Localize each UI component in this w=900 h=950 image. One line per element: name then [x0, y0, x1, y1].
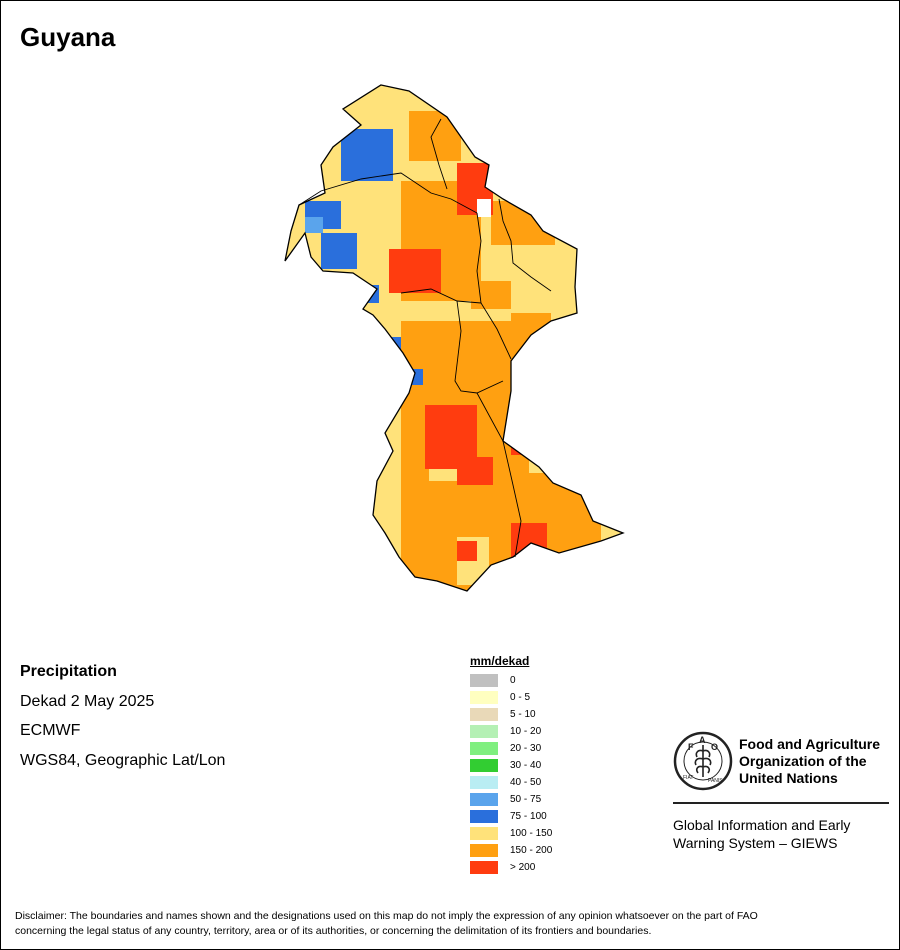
grid-south-over-200-e [457, 541, 477, 561]
legend-row-2: 5 - 10 [470, 706, 552, 723]
region-borders [298, 118, 552, 558]
disclaimer-line1: Disclaimer: The boundaries and names sho… [15, 910, 758, 922]
svg-text:A: A [699, 735, 706, 745]
map-info: Precipitation Dekad 2 May 2025 ECMWF WGS… [20, 657, 225, 775]
map-title: Guyana [20, 22, 116, 52]
legend-row-1: 0 - 5 [470, 689, 552, 706]
legend-label: 20 - 30 [510, 743, 542, 754]
region-border-g [476, 392, 522, 558]
svg-text:F: F [688, 742, 694, 752]
grid-west-50-75 [305, 217, 323, 233]
precipitation-grid [285, 85, 623, 591]
giews-name: Global Information and Early Warning Sys… [673, 816, 889, 852]
legend-row-11: > 200 [470, 859, 552, 876]
grid-east2-150-200 [471, 281, 511, 309]
legend-row-7: 50 - 75 [470, 791, 552, 808]
legend-row-10: 150 - 200 [470, 842, 552, 859]
legend-label: 150 - 200 [510, 845, 553, 856]
legend-row-8: 75 - 100 [470, 808, 552, 825]
legend-title: mm/dekad [470, 654, 530, 668]
svg-text:PANIS: PANIS [708, 778, 723, 784]
logo-divider [673, 802, 889, 804]
legend-label: 5 - 10 [510, 709, 536, 720]
fao-emblem-icon: F A O FIAT PANIS [673, 731, 733, 791]
legend-label: 50 - 75 [510, 794, 542, 805]
legend-label: 10 - 20 [510, 726, 542, 737]
legend-swatch [470, 827, 498, 840]
legend-swatch [470, 844, 498, 857]
legend-row-9: 100 - 150 [470, 825, 552, 842]
legend-label: 0 [510, 675, 516, 686]
fao-logo-row: F A O FIAT PANIS Food and Agriculture Or… [673, 731, 889, 791]
legend-label: 30 - 40 [510, 760, 542, 771]
legend-label: 40 - 50 [510, 777, 542, 788]
legend-label: > 200 [510, 862, 536, 873]
legend-label: 75 - 100 [510, 811, 547, 822]
disclaimer: Disclaimer: The boundaries and names sho… [15, 909, 885, 939]
grid-northwest-75-100 [341, 129, 393, 181]
giews-line2: Warning System – GIEWS [673, 835, 838, 851]
legend-swatch [470, 674, 498, 687]
legend-row-5: 30 - 40 [470, 757, 552, 774]
fao-name-line2: Organization of the [739, 752, 867, 769]
grid-west-75-100-d [373, 337, 401, 369]
region-border-f [498, 198, 552, 292]
grid-central-over-200 [389, 249, 441, 293]
projection-label: WGS84, Geographic Lat/Lon [20, 751, 226, 769]
region-border-e [454, 300, 504, 394]
legend-label: 100 - 150 [510, 828, 553, 839]
giews-line1: Global Information and Early [673, 817, 851, 833]
fao-giews-logo: F A O FIAT PANIS Food and Agriculture Or… [673, 731, 889, 852]
fao-name: Food and Agriculture Organization of the… [739, 736, 880, 787]
grid-no-data [477, 199, 491, 217]
legend-swatch [470, 759, 498, 772]
legend-label: 0 - 5 [510, 692, 531, 703]
precipitation-map [284, 84, 625, 592]
legend-swatch [470, 725, 498, 738]
grid-south-over-200-d [511, 523, 547, 557]
legend-swatch [470, 861, 498, 874]
legend-swatch [470, 691, 498, 704]
grid-south-over-200-c [511, 437, 547, 455]
source-label: ECMWF [20, 722, 81, 739]
legend-row-6: 40 - 50 [470, 774, 552, 791]
grid-west-75-100-c [361, 285, 379, 303]
legend-swatch [470, 742, 498, 755]
region-border-d [400, 288, 482, 304]
svg-text:FIAT: FIAT [683, 775, 693, 781]
legend-swatch [470, 793, 498, 806]
legend-row-3: 10 - 20 [470, 723, 552, 740]
fao-name-line1: Food and Agriculture [739, 735, 881, 752]
period-label: Dekad 2 May 2025 [20, 692, 155, 710]
guyana-country-border [284, 84, 625, 592]
legend-swatch [470, 708, 498, 721]
legend-swatch [470, 776, 498, 789]
fao-name-line3: United Nations [739, 769, 838, 786]
region-border-c [476, 212, 512, 360]
region-border-a [298, 172, 478, 214]
svg-text:O: O [711, 742, 718, 752]
disclaimer-line2: concerning the legal status of any count… [15, 925, 652, 937]
legend-row-0: 0 [470, 672, 552, 689]
variable-label: Precipitation [20, 663, 117, 680]
legend-row-4: 20 - 30 [470, 740, 552, 757]
legend: mm/dekad 0 0 - 5 5 - 10 10 - 20 20 - 30 … [470, 654, 552, 876]
grid-west-75-100-b [321, 233, 357, 269]
grid-north-150-200 [409, 111, 461, 161]
grid-south-over-200-b [457, 457, 493, 485]
grid-southwest-75-100 [407, 369, 423, 385]
region-border-b [430, 118, 448, 190]
legend-swatch [470, 810, 498, 823]
grid-south-100-150-b [529, 457, 561, 473]
